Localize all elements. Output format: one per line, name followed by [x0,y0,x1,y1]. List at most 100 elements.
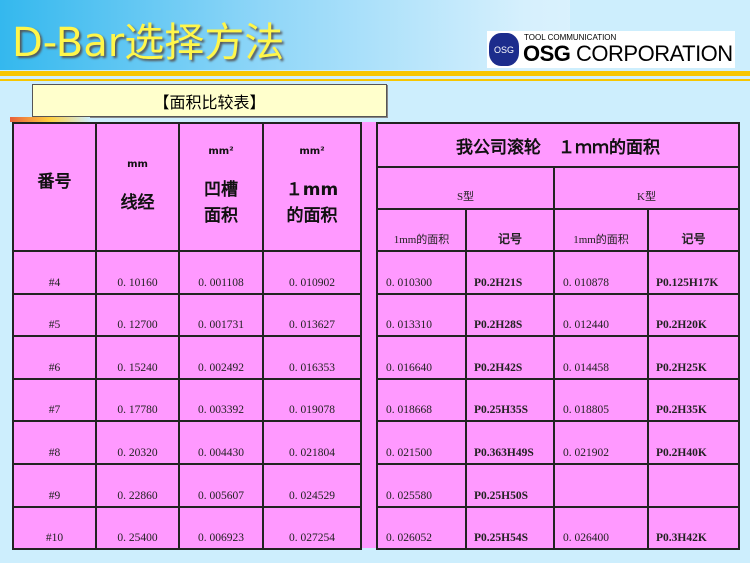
table-row: 0. 013310 P0.2H28S 0. 012440 P0.2H20K [376,292,740,338]
table-cell: #8 [12,420,97,465]
table-row: 0. 016640 P0.2H42S 0. 014458 P0.2H25K [376,335,740,380]
column-label: １mm 的面积 [285,179,339,226]
divider-line-thin [0,79,750,81]
table-cell: 0. 026052 [376,505,467,551]
table-cell: 0. 20320 [95,420,180,465]
table-cell: P0.2H25K [647,335,740,380]
column-unit: mm² [208,145,234,157]
subheader-k-area: 1mm的面积 [553,208,649,252]
column-header: mm² 凹槽 面积 [178,122,264,252]
roller-table-title: 我公司滚轮 １ｍｍ的面积 [376,122,740,168]
column-header: 番号 [12,122,97,252]
table-cell: 0. 12700 [95,292,180,338]
divider-line [0,71,750,76]
table-row: #8 0. 20320 0. 004430 0. 021804 [12,420,362,465]
table-row: 0. 026052 P0.25H54S 0. 026400 P0.3H42K [376,505,740,551]
table-cell: 0. 17780 [95,377,180,423]
table-row: #10 0. 25400 0. 006923 0. 027254 [12,505,362,551]
table-cell: 0. 013310 [376,292,467,338]
table-row: 0. 018668 P0.25H35S 0. 018805 P0.2H35K [376,377,740,423]
roller-area-table: 我公司滚轮 １ｍｍ的面积 S型 K型 1mm的面积 记号 1mm的面积 记号 0… [376,122,740,551]
table-cell [647,462,740,508]
table-cell: #7 [12,377,97,423]
table-cell: P0.125H17K [647,250,740,295]
column-unit: mm² [299,145,325,157]
table-cell: 0. 016353 [262,335,362,380]
section-subtitle: 【面积比较表】 [32,84,387,117]
table-cell: 0. 003392 [178,377,264,423]
page-title: D-Bar选择方法 [12,20,285,66]
table-row: 0. 025580 P0.25H50S [376,462,740,508]
table-cell: 0. 024529 [262,462,362,508]
table-cell: 0. 014458 [553,335,649,380]
wire-area-table: 番号 mm 线经 mm² 凹槽 面积 mm² １mm 的面积 #4 0. 10160 0. 00… [12,122,362,551]
table-row: 0. 021500 P0.363H49S 0. 021902 P0.2H40K [376,420,740,465]
table-cell: P0.25H35S [465,377,555,423]
table-cell: P0.363H49S [465,420,555,465]
table-cell: 0. 001731 [178,292,264,338]
table-cell: 0. 25400 [95,505,180,551]
column-header: mm² １mm 的面积 [262,122,362,252]
column-header: mm 线经 [95,122,180,252]
table-cell: 0. 22860 [95,462,180,508]
osg-logo-mark-icon: OSG [489,33,519,66]
logo-name: OSG CORPORATION [523,41,733,67]
table-cell: P0.2H35K [647,377,740,423]
table-cell: 0. 005607 [178,462,264,508]
column-unit: mm [127,158,148,170]
table-cell: P0.25H50S [465,462,555,508]
table-cell: 0. 002492 [178,335,264,380]
table-cell: 0. 006923 [178,505,264,551]
table-cell: 0. 016640 [376,335,467,380]
table-cell: 0. 10160 [95,250,180,295]
table-row: #7 0. 17780 0. 003392 0. 019078 [12,377,362,423]
subheader-s-area: 1mm的面积 [376,208,467,252]
logo-company: CORPORATION [576,41,733,66]
table-cell: 0. 010902 [262,250,362,295]
table-cell: P0.2H42S [465,335,555,380]
logo-subtitle: TOOL COMMUNICATION [524,33,617,42]
table-cell: 0. 021902 [553,420,649,465]
table-cell: 0. 018805 [553,377,649,423]
column-label: 凹槽 面积 [204,179,238,226]
table-row: #4 0. 10160 0. 001108 0. 010902 [12,250,362,295]
group-s-type: S型 [376,166,555,210]
table-cell: P0.25H54S [465,505,555,551]
table-cell: P0.2H40K [647,420,740,465]
table-cell [553,462,649,508]
table-cell: 0. 012440 [553,292,649,338]
subheader-s-code: 记号 [465,208,555,252]
table-cell: 0. 004430 [178,420,264,465]
table-cell: 0. 025580 [376,462,467,508]
table-cell: P0.2H28S [465,292,555,338]
table-header-row: 番号 mm 线经 mm² 凹槽 面积 mm² １mm 的面积 [12,122,362,252]
group-k-type: K型 [553,166,740,210]
table-cell: 0. 019078 [262,377,362,423]
table-cell: 0. 021804 [262,420,362,465]
accent-bar [10,117,90,122]
table-cell: 0. 001108 [178,250,264,295]
table-row: 0. 010300 P0.2H21S 0. 010878 P0.125H17K [376,250,740,295]
table-cell: P0.3H42K [647,505,740,551]
table-cell: 0. 010300 [376,250,467,295]
subheader-k-code: 记号 [647,208,740,252]
osg-logo: OSG TOOL COMMUNICATION OSG CORPORATION [487,31,735,68]
table-cell: #10 [12,505,97,551]
table-cell: 0. 021500 [376,420,467,465]
table-cell: 0. 15240 [95,335,180,380]
column-label: 番号 [37,172,72,192]
table-cell: 0. 010878 [553,250,649,295]
logo-brand: OSG [523,41,571,66]
table-row: #6 0. 15240 0. 002492 0. 016353 [12,335,362,380]
table-cell: #9 [12,462,97,508]
table-cell: #5 [12,292,97,338]
table-cell: P0.2H21S [465,250,555,295]
table-row: #9 0. 22860 0. 005607 0. 024529 [12,462,362,508]
table-cell: #4 [12,250,97,295]
column-label: 线经 [120,192,155,213]
table-cell: 0. 018668 [376,377,467,423]
table-cell: 0. 027254 [262,505,362,551]
table-cell: 0. 026400 [553,505,649,551]
table-row: #5 0. 12700 0. 001731 0. 013627 [12,292,362,338]
table-cell: 0. 013627 [262,292,362,338]
